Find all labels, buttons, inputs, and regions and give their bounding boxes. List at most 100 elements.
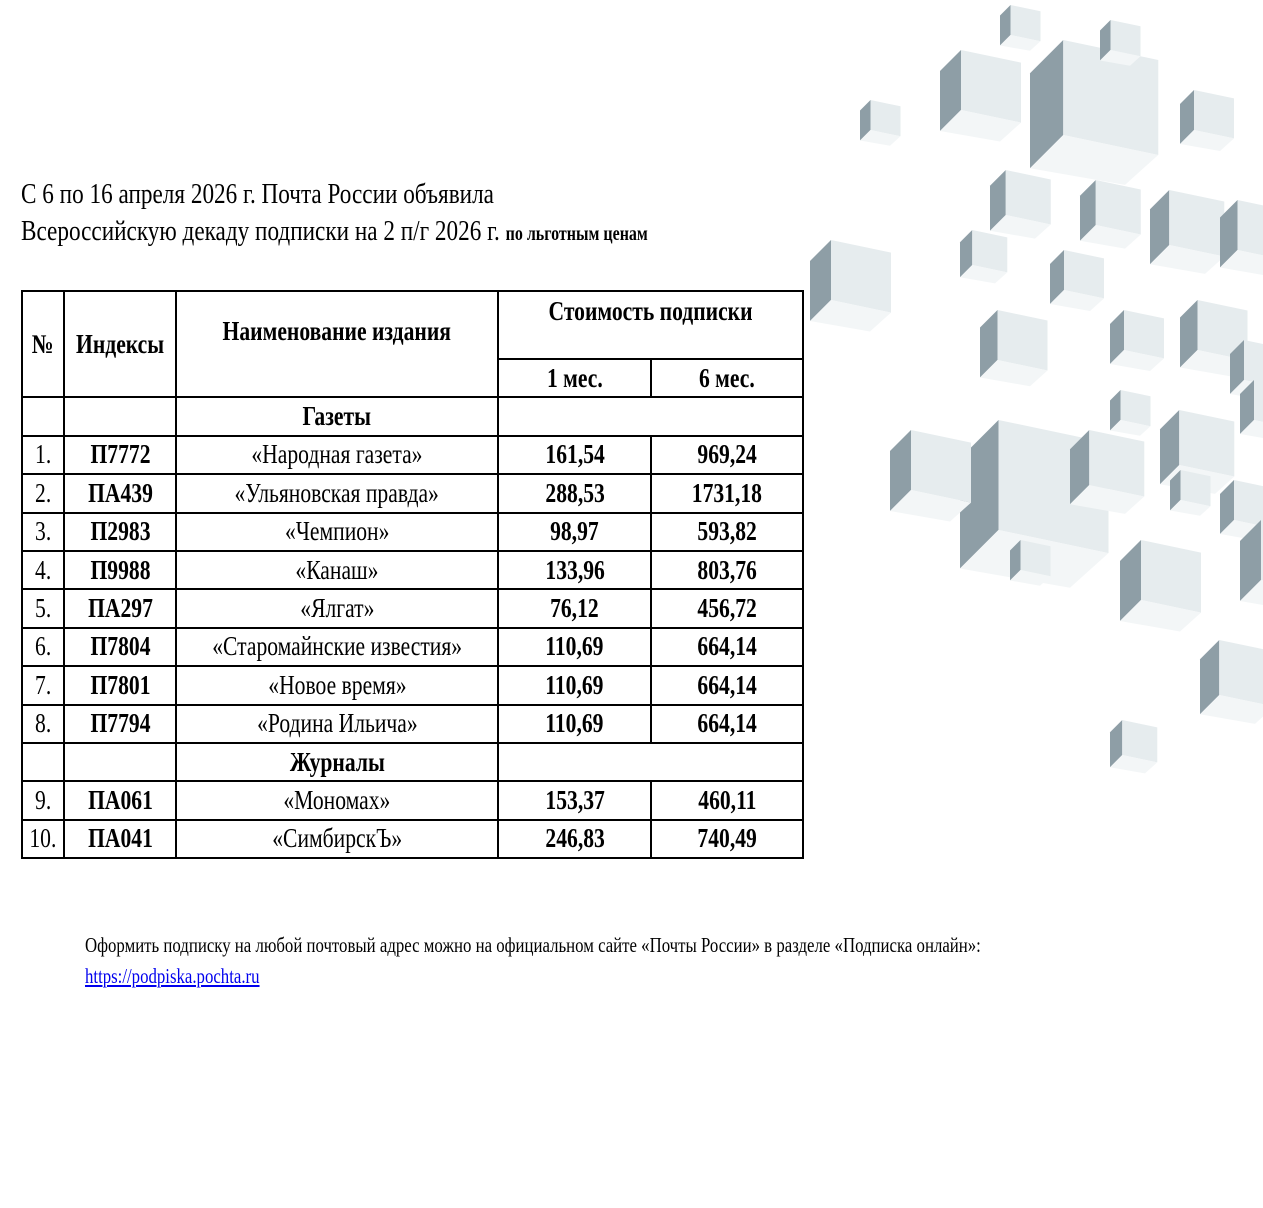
section-row: Журналы bbox=[21, 741, 805, 783]
cube-shape bbox=[1170, 470, 1211, 516]
row-name: «Канаш» bbox=[175, 549, 500, 591]
table-row: 2. ПА439 «Ульяновская правда» 288,53 173… bbox=[21, 473, 805, 514]
cube-shape bbox=[1200, 640, 1263, 724]
row-price-6-months: 664,14 bbox=[650, 665, 805, 706]
section-label: Газеты bbox=[175, 396, 500, 437]
cube-shape bbox=[1220, 200, 1263, 276]
footer-note: Оформить подписку на любой почтовый адре… bbox=[85, 930, 1205, 992]
row-index: П7794 bbox=[62, 703, 178, 744]
cube-shape bbox=[810, 240, 891, 332]
header-6-months: 6 мес. bbox=[650, 357, 805, 399]
cube-shape bbox=[990, 170, 1051, 239]
title-line-2: Всероссийскую декаду подписки на 2 п/г 2… bbox=[21, 215, 500, 247]
empty-cell bbox=[21, 396, 65, 437]
empty-cell bbox=[497, 396, 805, 437]
row-price-1-month: 110,69 bbox=[497, 665, 653, 706]
cube-shape bbox=[960, 230, 1008, 284]
row-index: ПА439 bbox=[62, 473, 178, 514]
row-name: «Ялгат» bbox=[175, 588, 500, 629]
row-name: «Старомайнские известия» bbox=[175, 626, 500, 668]
row-price-1-month: 98,97 bbox=[497, 511, 653, 552]
cube-shape bbox=[1240, 380, 1263, 439]
cube-shape bbox=[1180, 90, 1234, 151]
table-row: 9. ПА061 «Мономах» 153,37 460,11 bbox=[21, 780, 805, 821]
header-name: Наименование издания bbox=[175, 289, 500, 399]
row-index: П9988 bbox=[62, 549, 178, 591]
empty-cell bbox=[62, 396, 178, 437]
row-name: «Ульяновская правда» bbox=[175, 473, 500, 514]
subscription-price-table: № Индексы Наименование издания Стоимость… bbox=[21, 289, 805, 860]
cube-shape bbox=[1110, 720, 1158, 774]
table-row: 8. П7794 «Родина Ильича» 110,69 664,14 bbox=[21, 703, 805, 744]
row-price-1-month: 288,53 bbox=[497, 473, 653, 514]
row-index: П7804 bbox=[62, 626, 178, 668]
row-index: ПА041 bbox=[62, 818, 178, 860]
row-price-6-months: 664,14 bbox=[650, 626, 805, 668]
row-price-1-month: 110,69 bbox=[497, 703, 653, 744]
row-index: П7772 bbox=[62, 434, 178, 476]
cube-shape bbox=[860, 100, 901, 146]
cube-shape bbox=[980, 310, 1048, 387]
cube-shape bbox=[1180, 300, 1248, 377]
table-subheader-row: 1 мес. 6 мес. bbox=[22, 357, 805, 399]
row-index: ПА297 bbox=[62, 588, 178, 629]
table-row: 1. П7772 «Народная газета» 161,54 969,24 bbox=[21, 434, 805, 476]
row-num: 10. bbox=[21, 818, 65, 860]
footer-text: Оформить подписку на любой почтовый адре… bbox=[85, 933, 981, 957]
row-price-6-months: 740,49 bbox=[650, 818, 805, 860]
row-price-6-months: 803,76 bbox=[650, 549, 805, 591]
empty-cell bbox=[497, 741, 805, 783]
row-num: 3. bbox=[21, 511, 65, 552]
row-num: 7. bbox=[21, 665, 65, 706]
table-row: 6. П7804 «Старомайнские известия» 110,69… bbox=[21, 626, 805, 668]
table-row: 3. П2983 «Чемпион» 98,97 593,82 bbox=[21, 511, 805, 552]
row-num: 5. bbox=[21, 588, 65, 629]
cube-shape bbox=[1220, 480, 1263, 541]
row-index: П2983 bbox=[62, 511, 178, 552]
row-price-1-month: 161,54 bbox=[497, 434, 653, 476]
row-price-1-month: 246,83 bbox=[497, 818, 653, 860]
row-name: «СимбирскЪ» bbox=[175, 818, 500, 860]
decorative-cubes-background bbox=[810, 5, 1263, 774]
row-num: 4. bbox=[21, 549, 65, 591]
cube-shape bbox=[1100, 20, 1141, 66]
cube-shape bbox=[1070, 430, 1145, 514]
section-label: Журналы bbox=[175, 741, 500, 783]
header-1-month: 1 мес. bbox=[497, 357, 653, 399]
cube-shape bbox=[1150, 190, 1225, 274]
cube-shape bbox=[1010, 540, 1051, 586]
table-row: 10. ПА041 «СимбирскЪ» 246,83 740,49 bbox=[21, 818, 805, 860]
empty-cell bbox=[62, 741, 178, 783]
section-row: Газеты bbox=[21, 396, 805, 437]
cube-shape bbox=[940, 50, 1021, 142]
cube-shape bbox=[1050, 250, 1104, 311]
row-num: 8. bbox=[21, 703, 65, 744]
row-price-6-months: 969,24 bbox=[650, 434, 805, 476]
row-index: ПА061 bbox=[62, 780, 178, 821]
row-name: «Чемпион» bbox=[175, 511, 500, 552]
table-row: 5. ПА297 «Ялгат» 76,12 456,72 bbox=[21, 588, 805, 629]
row-name: «Новое время» bbox=[175, 665, 500, 706]
row-price-1-month: 133,96 bbox=[497, 549, 653, 591]
cube-shape bbox=[1110, 310, 1164, 371]
cube-shape bbox=[1110, 390, 1151, 436]
table-row: 7. П7801 «Новое время» 110,69 664,14 bbox=[21, 665, 805, 706]
cube-shape bbox=[890, 430, 971, 522]
cube-shape bbox=[1120, 540, 1201, 632]
row-index: П7801 bbox=[62, 665, 178, 706]
row-num: 9. bbox=[21, 780, 65, 821]
title-line-2-small: по льготным ценам bbox=[505, 223, 648, 245]
subscription-link[interactable]: https://podpiska.pochta.ru bbox=[85, 964, 260, 988]
row-name: «Мономах» bbox=[175, 780, 500, 821]
row-price-6-months: 593,82 bbox=[650, 511, 805, 552]
header-index: Индексы bbox=[62, 289, 178, 399]
row-name: «Народная газета» bbox=[175, 434, 500, 476]
header-cost: Стоимость подписки bbox=[497, 290, 805, 360]
row-price-1-month: 76,12 bbox=[497, 588, 653, 629]
row-price-6-months: 456,72 bbox=[650, 588, 805, 629]
cube-shape bbox=[1030, 40, 1159, 185]
row-price-6-months: 664,14 bbox=[650, 703, 805, 744]
row-num: 1. bbox=[21, 434, 65, 476]
row-num: 2. bbox=[21, 473, 65, 514]
cube-shape bbox=[1000, 5, 1041, 51]
